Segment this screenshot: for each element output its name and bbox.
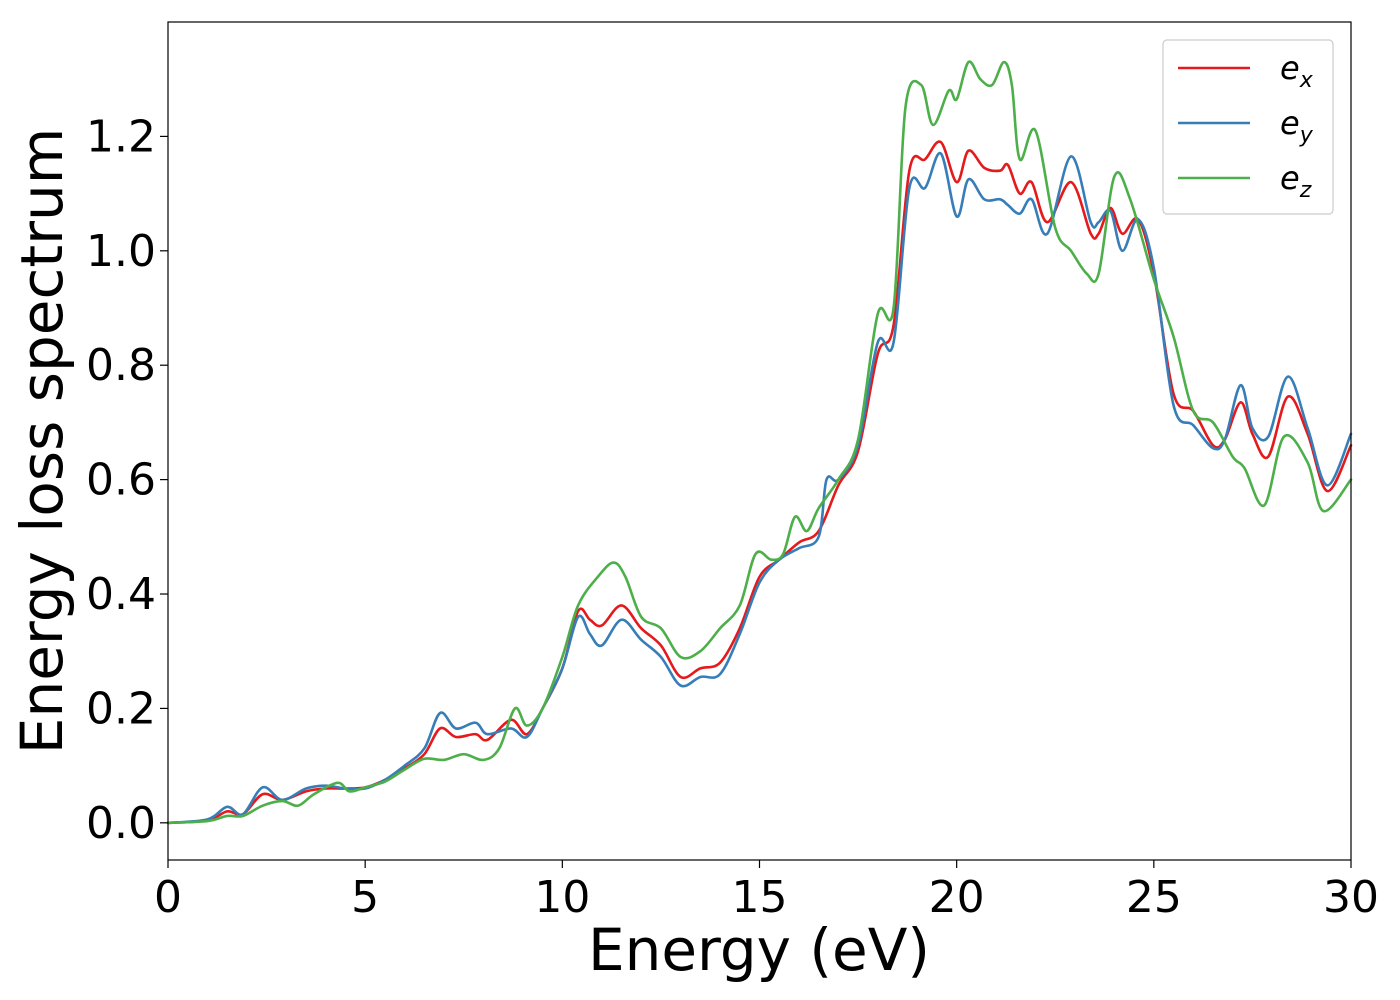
x-axis-ticks: 0 5 10 15 20 25 30 [154,860,1379,923]
x-tick-label: 20 [929,872,985,923]
y-tick-label: 0.8 [86,340,156,391]
series-line-z [166,60,1353,825]
series-group [166,60,1353,825]
y-tick-label: 1.2 [86,111,156,162]
x-tick-label: 30 [1323,872,1379,923]
x-tick-label: 10 [534,872,590,923]
x-axis-title: Energy (eV) [588,916,930,984]
legend-label-x: ex [1280,49,1314,93]
x-tick-label: 25 [1126,872,1182,923]
legend: ex ey ez [1162,39,1334,215]
y-tick-label: 0.2 [86,683,156,734]
legend-label-z: ez [1280,159,1312,203]
x-tick-label: 15 [732,872,788,923]
x-tick-label: 0 [154,872,182,923]
series-line-y [166,152,1353,825]
legend-label-y: ey [1280,104,1314,148]
y-tick-label: 1.0 [86,226,156,277]
y-axis-title: Energy loss spectrum [8,128,76,754]
y-tick-label: 0.0 [86,798,156,849]
y-tick-label: 0.6 [86,455,156,506]
y-tick-label: 0.4 [86,569,156,620]
plot-background [168,22,1351,860]
x-tick-label: 5 [351,872,379,923]
y-axis-ticks: 0.0 0.2 0.4 0.6 0.8 1.0 1.2 [86,111,168,849]
legend-frame [1162,39,1334,215]
